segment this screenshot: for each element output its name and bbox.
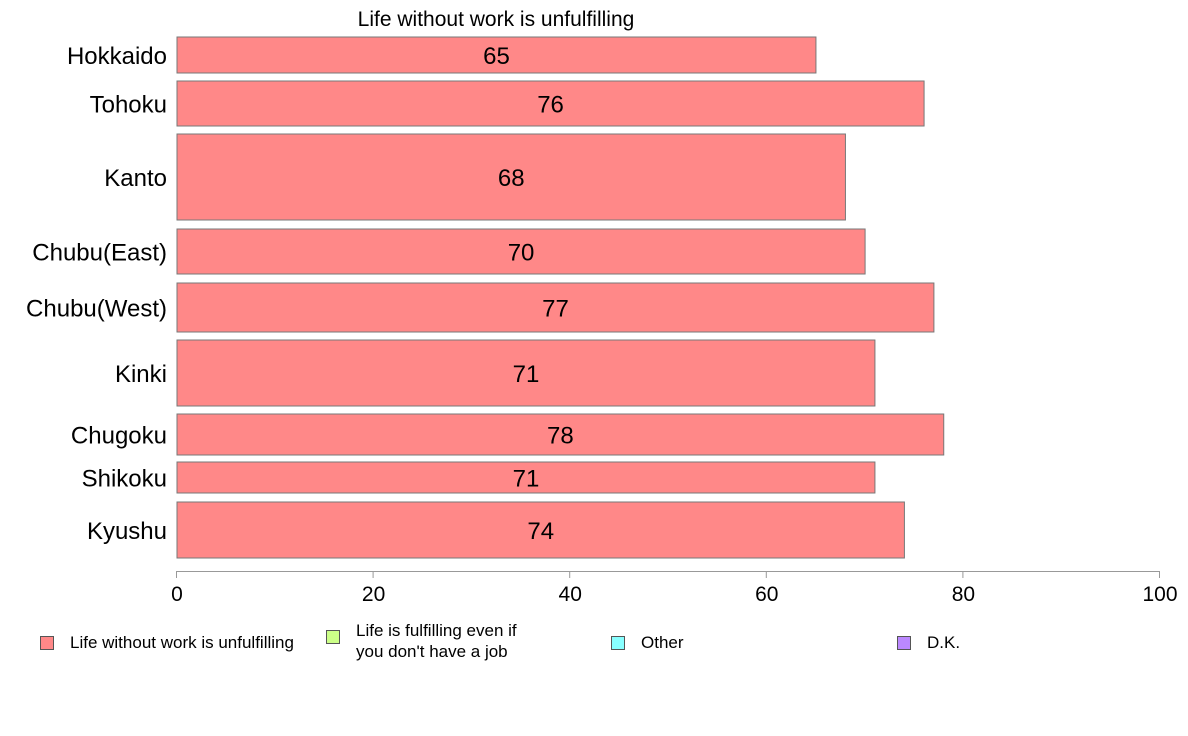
x-tick-label: 100 (1142, 583, 1177, 606)
legend-swatch (40, 635, 54, 650)
bar (176, 339, 876, 407)
x-tick-label: 20 (362, 583, 385, 606)
bar (176, 228, 866, 275)
category-label: Kyushu (87, 518, 167, 545)
bar (176, 80, 925, 127)
legend-item: Life is fulfilling even if you don't hav… (326, 620, 546, 662)
bar-chart: Life without work is unfulfilling Hokkai… (26, 8, 1178, 606)
legend-item: Life without work is unfulfilling (40, 632, 294, 653)
bar (176, 36, 817, 74)
data-label: 76 (537, 92, 564, 119)
legend-item: D.K. (897, 632, 960, 653)
category-label: Chugoku (71, 423, 167, 450)
category-label: Tohoku (90, 92, 167, 119)
data-label: 71 (513, 361, 540, 388)
bar (176, 282, 935, 333)
legend-swatch (611, 635, 625, 650)
data-label: 77 (542, 296, 569, 323)
category-label: Kinki (115, 361, 167, 388)
legend-swatch (897, 635, 911, 650)
legend-swatch (326, 630, 340, 644)
category-label: Chubu(East) (32, 240, 167, 267)
x-tick-label: 80 (952, 583, 975, 606)
bar (176, 461, 876, 494)
data-label: 70 (508, 240, 535, 267)
category-label: Hokkaido (67, 43, 167, 70)
bar (176, 413, 945, 456)
legend: Life without work is unfulfilling Life i… (0, 620, 1188, 680)
data-label: 65 (483, 43, 510, 70)
data-label: 74 (527, 518, 554, 545)
data-label: 68 (498, 165, 525, 192)
x-tick-label: 0 (171, 583, 183, 606)
category-label: Chubu(West) (26, 296, 167, 323)
bar (176, 133, 846, 221)
category-label: Shikoku (82, 466, 167, 493)
legend-label: Other (641, 633, 684, 652)
legend-label: D.K. (927, 633, 961, 652)
legend-label: Life is fulfilling even if you don't hav… (356, 621, 517, 661)
x-tick-label: 60 (755, 583, 778, 606)
legend-label: Life without work is unfulfilling (70, 633, 294, 652)
chart-title: Life without work is unfulfilling (358, 8, 635, 31)
data-label: 78 (547, 423, 574, 450)
data-label: 71 (513, 466, 540, 493)
category-label: Kanto (104, 165, 167, 192)
x-ticks-group: 0 20 40 60 80 100 (171, 571, 1178, 606)
bars-group: Hokkaido 65 Tohoku 76 Kanto 68 Chubu(East) 70 Ch… (26, 36, 945, 559)
x-tick-label: 40 (559, 583, 582, 606)
bar (176, 501, 905, 559)
legend-item: Other (611, 632, 684, 653)
x-axis: 0 20 40 60 80 100 (171, 571, 1178, 606)
